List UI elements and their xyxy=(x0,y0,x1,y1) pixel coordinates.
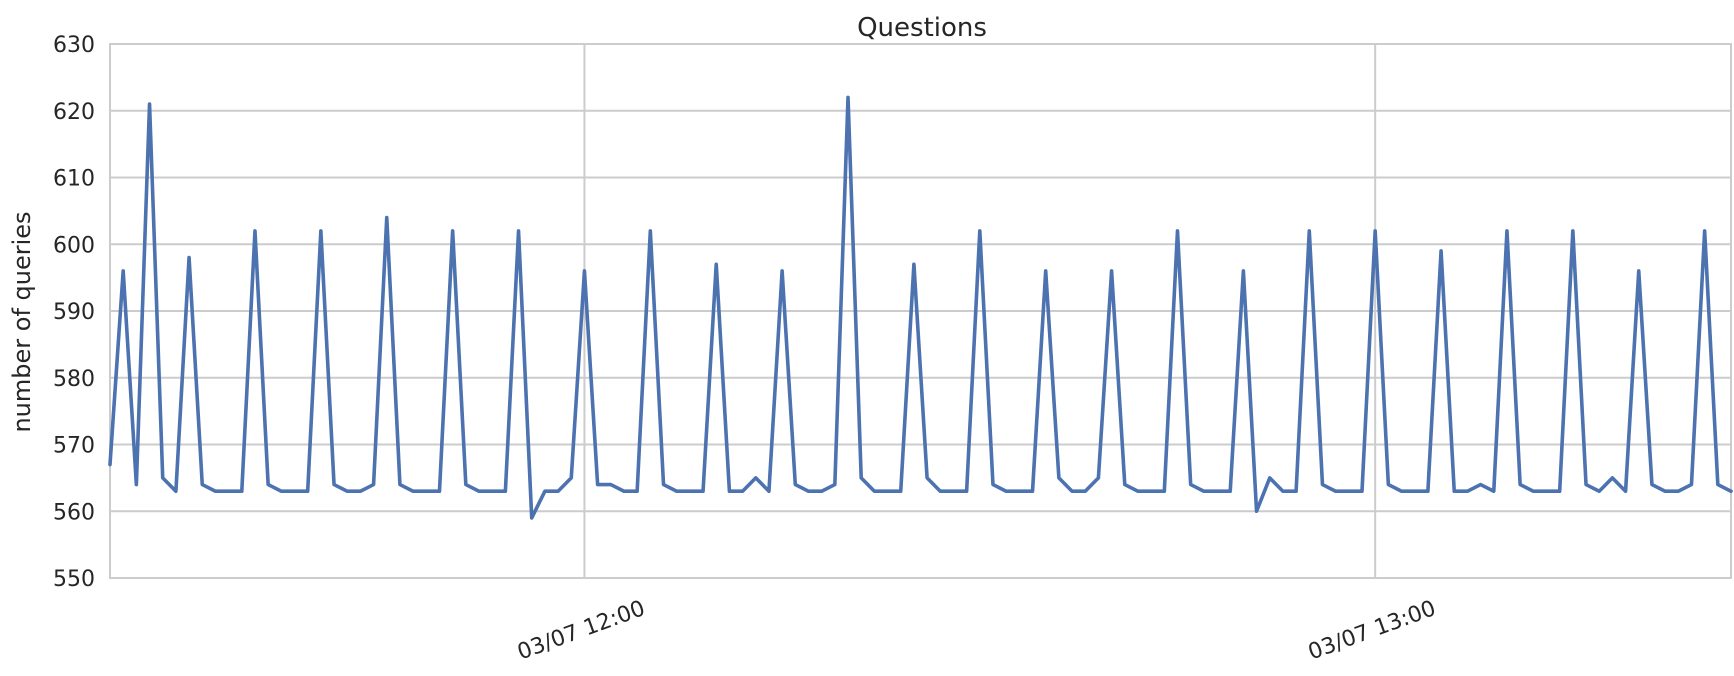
y-tick-label: 560 xyxy=(53,500,95,525)
y-tick-label: 630 xyxy=(53,33,95,58)
x-tick-label: 03/07 13:00 xyxy=(1305,596,1439,665)
y-tick-label: 580 xyxy=(53,367,95,392)
y-tick-label: 550 xyxy=(53,567,95,592)
chart-title: Questions xyxy=(857,13,987,43)
x-tick-label: 03/07 12:00 xyxy=(514,596,648,665)
x-tick-labels: 03/07 12:00 03/07 13:00 xyxy=(514,596,1439,665)
y-tick-label: 620 xyxy=(53,100,95,125)
y-tick-label: 590 xyxy=(53,300,95,325)
y-tick-label: 600 xyxy=(53,233,95,258)
y-tick-label: 610 xyxy=(53,167,95,192)
y-axis-label: number of queries xyxy=(8,211,36,432)
series-line xyxy=(108,95,1733,520)
y-tick-label: 570 xyxy=(53,434,95,459)
y-gridlines xyxy=(110,43,1731,579)
x-gridlines xyxy=(583,44,1377,578)
y-tick-labels: 550 560 570 580 590 600 610 620 630 xyxy=(53,33,95,592)
plot-frame xyxy=(109,43,1732,579)
